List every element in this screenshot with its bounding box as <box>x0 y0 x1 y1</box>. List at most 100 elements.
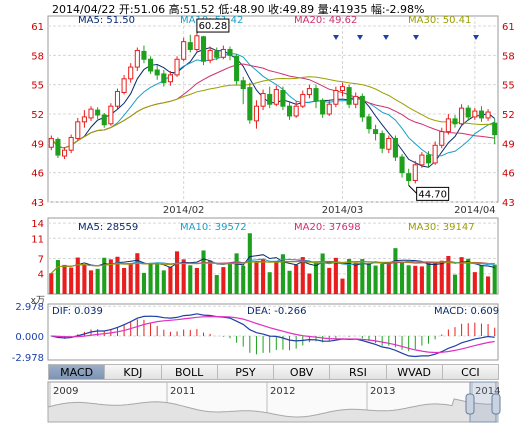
tab-kdj[interactable]: KDJ <box>105 364 162 380</box>
volume-bar <box>254 262 259 294</box>
candle-body <box>379 133 385 149</box>
volume-bar <box>380 263 385 294</box>
volume-ma-label: MA20: 37698 <box>294 222 361 233</box>
price-y-tick-right: 58 <box>502 51 515 62</box>
candle-body <box>306 88 312 95</box>
navigator-year-label: 2009 <box>53 386 78 397</box>
candle-body <box>75 121 81 139</box>
candle-body <box>313 88 319 101</box>
volume-bar <box>201 250 206 294</box>
volume-bar <box>373 265 378 294</box>
volume-bar <box>62 264 67 294</box>
candle-body <box>260 92 266 107</box>
volume-ma30-line <box>50 261 495 274</box>
price-y-tick-right: 61 <box>502 22 515 33</box>
price-ma30-line <box>50 76 495 149</box>
price-y-tick-left: 55 <box>31 81 44 92</box>
volume-bar <box>280 254 285 294</box>
candle-body <box>240 80 246 90</box>
macd-y-tick: -2.978 <box>12 353 44 364</box>
volume-bar <box>340 278 345 294</box>
high-callout-label: 60.28 <box>199 21 228 32</box>
tab-macd[interactable]: MACD <box>48 364 106 380</box>
volume-ma5-line <box>50 254 495 274</box>
volume-bar <box>486 276 491 294</box>
candle-body <box>353 95 359 105</box>
volume-bar <box>393 248 398 294</box>
volume-bar <box>88 270 94 294</box>
candle-body <box>485 111 491 119</box>
price-y-tick-right: 52 <box>502 110 515 121</box>
price-y-tick-left: 46 <box>31 169 44 180</box>
candle-body <box>253 105 260 122</box>
event-marker-icon <box>473 35 479 40</box>
price-y-tick-right: 46 <box>502 169 515 180</box>
candle-body <box>465 107 471 118</box>
volume-bar <box>366 262 372 294</box>
volume-bar <box>294 264 299 294</box>
event-marker-icon <box>413 35 419 40</box>
candle-body <box>134 49 140 68</box>
navigator-year-label: 2014 <box>475 386 500 397</box>
candle-body <box>359 95 365 118</box>
navigator-handle[interactable] <box>465 393 475 415</box>
volume-bar <box>307 273 312 294</box>
price-x-tick: 2014/04 <box>454 205 496 216</box>
volume-bar <box>327 267 332 294</box>
volume-bar <box>241 265 246 294</box>
volume-bar <box>214 275 219 294</box>
candle-body <box>200 36 207 62</box>
volume-bar <box>459 257 464 294</box>
candle-body <box>227 48 233 56</box>
volume-bar <box>300 257 305 294</box>
volume-ma-label: MA5: 28559 <box>78 222 138 233</box>
candle-body <box>300 93 306 107</box>
volume-bar <box>55 260 60 294</box>
candle-body <box>207 49 213 61</box>
macd-y-tick: 0.000 <box>15 332 44 343</box>
tab-rsi[interactable]: RSI <box>330 364 387 380</box>
event-marker-icon <box>383 35 389 40</box>
candle-body <box>419 154 425 166</box>
volume-bar <box>49 273 54 294</box>
candle-body <box>439 131 445 146</box>
tab-cci[interactable]: CCI <box>442 364 499 380</box>
volume-bar <box>168 266 173 294</box>
tab-psy[interactable]: PSY <box>217 364 274 380</box>
candle-body <box>141 50 147 60</box>
candle-body <box>273 89 279 105</box>
volume-bar <box>466 258 471 294</box>
volume-bar <box>433 262 438 294</box>
volume-y-tick: 4 <box>38 270 44 281</box>
indicator-tab-bar: MACD KDJ BOLL PSY OBV RSI WVAD CCI <box>48 364 499 380</box>
candle-body <box>187 42 193 50</box>
navigator-year-label: 2013 <box>370 386 395 397</box>
candle-body <box>234 55 240 82</box>
tab-boll[interactable]: BOLL <box>161 364 218 380</box>
volume-y-tick: 7 <box>38 255 44 266</box>
volume-ma-label: MA10: 39572 <box>180 222 247 233</box>
volume-bar <box>95 268 100 294</box>
volume-bar <box>274 261 279 294</box>
tab-wvad[interactable]: WVAD <box>386 364 443 380</box>
volume-bar <box>452 274 458 294</box>
volume-bar <box>174 251 180 294</box>
volume-bar <box>247 233 252 294</box>
volume-bar <box>347 258 352 294</box>
price-y-tick-left: 49 <box>31 139 44 150</box>
volume-bar <box>313 261 319 294</box>
candle-body <box>326 103 332 115</box>
volume-bar <box>122 267 127 294</box>
candle-body <box>339 86 346 92</box>
volume-bar <box>108 259 113 294</box>
tab-obv[interactable]: OBV <box>274 364 331 380</box>
candle-body <box>333 90 339 105</box>
navigator-area <box>47 398 499 423</box>
candle-body <box>101 114 107 126</box>
candle-body <box>286 105 293 117</box>
navigator-handle[interactable] <box>491 393 501 415</box>
candle-body <box>373 129 379 135</box>
volume-bar <box>479 265 484 294</box>
volume-bar <box>227 263 233 294</box>
